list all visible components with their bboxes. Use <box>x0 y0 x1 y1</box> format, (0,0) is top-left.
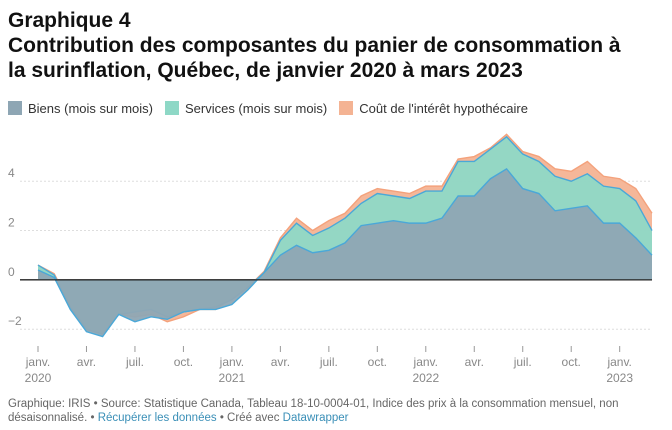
x-tick-label: janv. <box>413 355 438 369</box>
title-line-2: Contribution des composantes du panier d… <box>8 34 621 57</box>
y-tick-label: −2 <box>8 314 22 328</box>
x-tick-year: 2022 <box>412 371 439 385</box>
legend-swatch-biens <box>8 101 22 115</box>
y-tick-label: 2 <box>8 216 15 230</box>
title-line-1: Graphique 4 <box>8 9 131 32</box>
footer-source-text: Graphique: IRIS • Source: Statistique Ca… <box>8 398 619 424</box>
x-tick-label: juil. <box>319 355 338 369</box>
footer: Graphique: IRIS • Source: Statistique Ca… <box>8 397 658 425</box>
area-layer <box>20 133 653 338</box>
legend-item-biens: Biens (mois sur mois) <box>8 101 153 116</box>
y-tick-label: 0 <box>8 265 15 279</box>
x-tick-label: janv. <box>219 355 244 369</box>
x-tick-label: janv. <box>606 355 631 369</box>
area-series-0 <box>38 168 652 337</box>
x-tick-label: avr. <box>77 355 96 369</box>
footer-created-text: • Créé avec <box>216 412 283 424</box>
x-tick-label: avr. <box>465 355 484 369</box>
axis-layer: janv. 2020 avr. juil. oct. janv. 2021 avr. juil.… <box>25 346 633 385</box>
x-tick-year: 2021 <box>219 371 246 385</box>
download-data-link[interactable]: Récupérer les données <box>97 412 217 424</box>
y-tick-label: 4 <box>8 166 15 180</box>
datawrapper-link[interactable]: Datawrapper <box>282 412 349 424</box>
legend-item-interet: Coût de l'intérêt hypothécaire <box>339 101 528 116</box>
legend-label-interet: Coût de l'intérêt hypothécaire <box>359 100 528 116</box>
area-chart: −2 0 2 4 janv. 2020 avr. juil. oct. janv. 2021 avr… <box>8 133 653 385</box>
x-tick-label: janv. <box>25 355 50 369</box>
x-tick-label: oct. <box>368 355 387 369</box>
x-tick-year: 2020 <box>25 371 52 385</box>
chart-title: Graphique 4 Contribution des composantes… <box>8 8 664 83</box>
legend-label-services: Services (mois sur mois) <box>184 100 328 116</box>
x-tick-label: oct. <box>174 355 193 369</box>
x-tick-label: juil. <box>125 355 144 369</box>
legend-swatch-interet <box>339 101 354 115</box>
x-tick-label: avr. <box>271 355 290 369</box>
line-series-0 <box>37 167 653 338</box>
x-tick-label: oct. <box>562 355 581 369</box>
legend-item-services: Services (mois sur mois) <box>164 100 328 116</box>
title-line-3: la surinflation, Québec, de janvier 2020… <box>8 59 523 82</box>
legend-label-biens: Biens (mois sur mois) <box>28 100 153 116</box>
x-tick-label: juil. <box>513 355 532 369</box>
legend: Biens (mois sur mois) Services (mois sur… <box>8 98 540 118</box>
legend-swatch-services <box>164 101 179 115</box>
x-tick-year: 2023 <box>606 371 633 385</box>
